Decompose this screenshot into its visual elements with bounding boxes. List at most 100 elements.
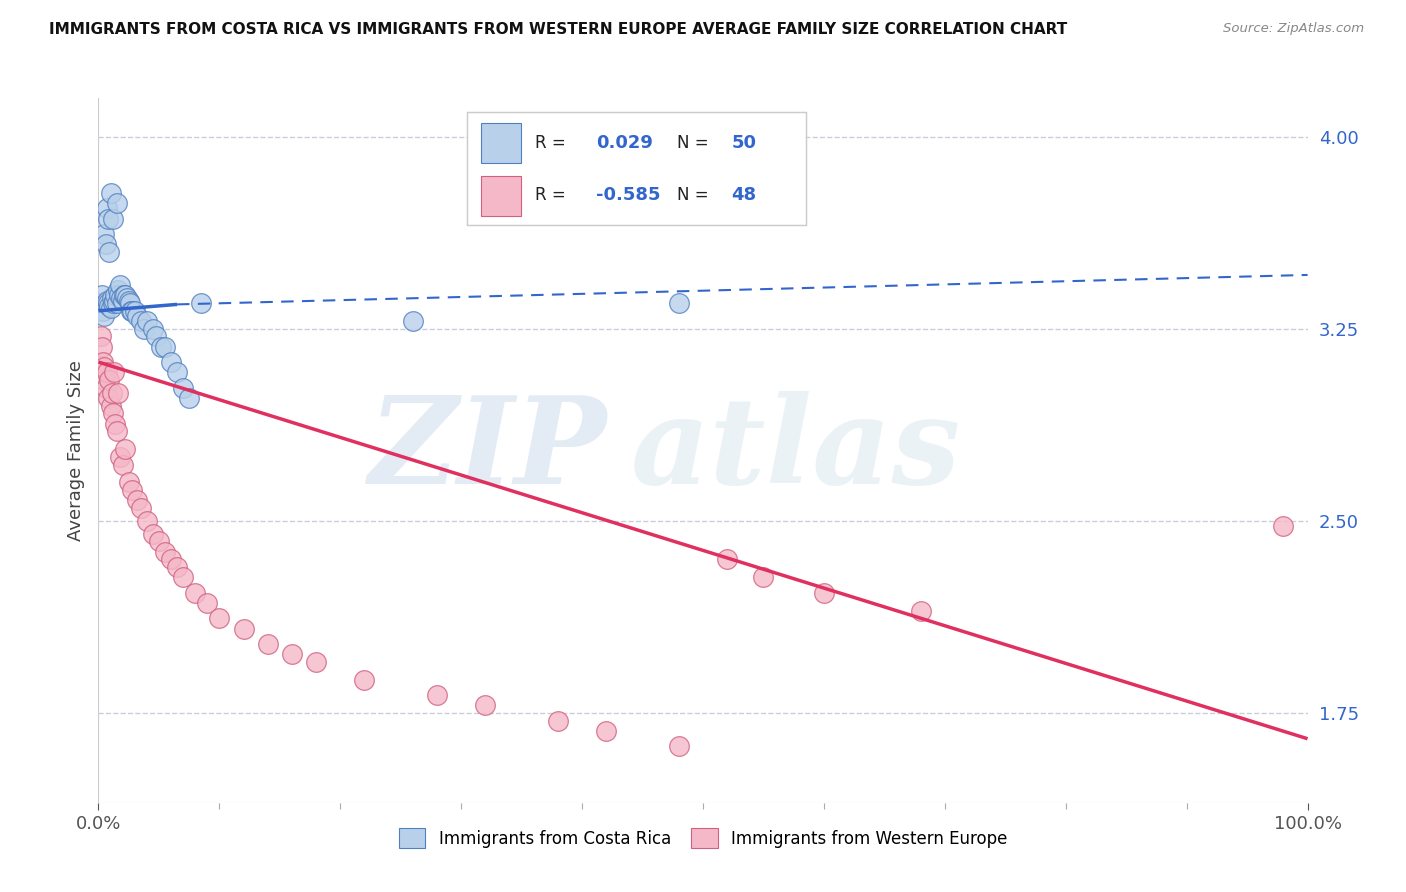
- Point: [94, 237, 117, 252]
- Point: [108, 278, 131, 293]
- Point: [100, 301, 122, 316]
- Point: [595, 724, 617, 739]
- Point: [121, 303, 143, 318]
- Point: [100, 291, 122, 305]
- Point: [118, 293, 141, 308]
- Point: [100, 385, 122, 400]
- Point: [547, 714, 569, 728]
- Point: [153, 340, 176, 354]
- Point: [117, 291, 139, 305]
- Point: [96, 293, 118, 308]
- Point: [105, 424, 128, 438]
- Point: [166, 560, 188, 574]
- Point: [135, 514, 157, 528]
- Point: [668, 296, 690, 310]
- Point: [256, 637, 278, 651]
- Point: [94, 381, 117, 395]
- Point: [402, 314, 425, 328]
- Point: [232, 622, 254, 636]
- Point: [98, 244, 121, 259]
- Point: [179, 391, 201, 405]
- Point: [93, 227, 115, 241]
- Point: [93, 309, 115, 323]
- Point: [145, 329, 167, 343]
- Point: [91, 355, 114, 369]
- Point: [100, 399, 122, 413]
- Point: [127, 309, 149, 323]
- Point: [129, 314, 152, 328]
- Legend: Immigrants from Costa Rica, Immigrants from Western Europe: Immigrants from Costa Rica, Immigrants f…: [392, 822, 1014, 855]
- Point: [135, 314, 157, 328]
- Point: [121, 483, 143, 498]
- Point: [1272, 519, 1295, 533]
- Point: [110, 291, 132, 305]
- Point: [93, 360, 115, 375]
- Point: [103, 293, 125, 308]
- Point: [353, 673, 375, 687]
- Point: [150, 340, 173, 354]
- Point: [104, 417, 127, 431]
- Point: [120, 303, 142, 318]
- Point: [166, 365, 188, 379]
- Point: [124, 303, 146, 318]
- Point: [114, 288, 136, 302]
- Point: [160, 355, 183, 369]
- Point: [100, 186, 122, 200]
- Point: [474, 698, 496, 713]
- Point: [148, 534, 170, 549]
- Point: [108, 450, 131, 464]
- Point: [172, 381, 194, 395]
- Point: [105, 296, 128, 310]
- Point: [97, 391, 120, 405]
- Point: [134, 322, 156, 336]
- Y-axis label: Average Family Size: Average Family Size: [66, 360, 84, 541]
- Point: [184, 585, 207, 599]
- Point: [910, 604, 932, 618]
- Point: [96, 365, 118, 379]
- Point: [160, 552, 183, 566]
- Point: [426, 688, 449, 702]
- Point: [91, 340, 114, 354]
- Point: [107, 283, 129, 297]
- Point: [101, 211, 124, 226]
- Point: [813, 585, 835, 599]
- Point: [153, 544, 176, 558]
- Point: [101, 296, 124, 310]
- Point: [104, 288, 127, 302]
- Point: [105, 196, 128, 211]
- Point: [208, 611, 231, 625]
- Point: [668, 739, 690, 754]
- Point: [112, 288, 135, 302]
- Point: [90, 329, 112, 343]
- Point: [752, 570, 775, 584]
- Point: [97, 296, 120, 310]
- Text: ZIP: ZIP: [368, 392, 606, 509]
- Point: [91, 288, 114, 302]
- Point: [190, 296, 212, 310]
- Point: [129, 501, 152, 516]
- Point: [94, 296, 117, 310]
- Point: [98, 299, 121, 313]
- Point: [114, 442, 136, 457]
- Point: [118, 296, 141, 310]
- Point: [101, 406, 124, 420]
- Point: [103, 365, 125, 379]
- Point: [90, 296, 112, 310]
- Point: [716, 552, 738, 566]
- Text: atlas: atlas: [630, 392, 960, 509]
- Point: [111, 293, 134, 308]
- Point: [195, 596, 218, 610]
- Point: [98, 373, 121, 387]
- Point: [108, 288, 131, 302]
- Point: [96, 202, 118, 216]
- Point: [118, 475, 141, 490]
- Text: Source: ZipAtlas.com: Source: ZipAtlas.com: [1223, 22, 1364, 36]
- Text: IMMIGRANTS FROM COSTA RICA VS IMMIGRANTS FROM WESTERN EUROPE AVERAGE FAMILY SIZE: IMMIGRANTS FROM COSTA RICA VS IMMIGRANTS…: [49, 22, 1067, 37]
- Point: [142, 322, 165, 336]
- Point: [172, 570, 194, 584]
- Point: [281, 647, 304, 661]
- Point: [93, 373, 115, 387]
- Point: [111, 458, 134, 472]
- Point: [97, 211, 120, 226]
- Point: [127, 493, 149, 508]
